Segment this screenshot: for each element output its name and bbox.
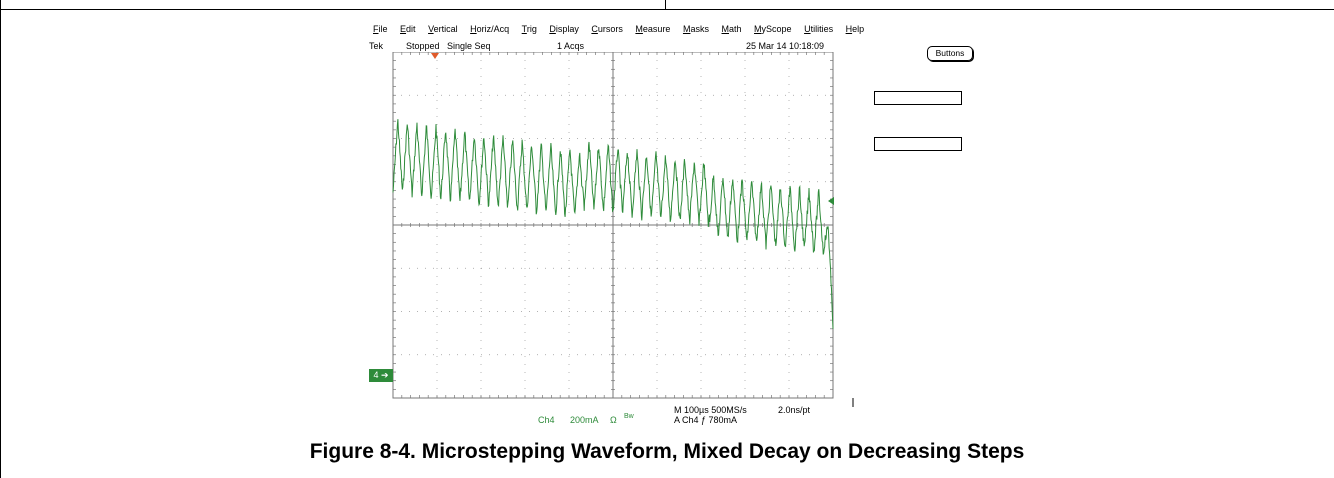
channel-4-marker-label: 4	[373, 370, 379, 380]
channel-label: Ch4	[538, 415, 555, 425]
channel-coupling: Ω	[610, 415, 617, 425]
channel-4-marker: 4 ➔	[369, 369, 393, 382]
menu-display[interactable]: Display	[549, 24, 579, 34]
page-left-border	[0, 0, 1, 478]
bandwidth-limit: Bw	[624, 413, 634, 420]
menu-utilities[interactable]: Utilities	[804, 24, 834, 34]
buttons-button[interactable]: Buttons	[927, 46, 973, 61]
figure-caption: Figure 8-4. Microstepping Waveform, Mixe…	[309, 440, 1025, 463]
waveform-trace	[392, 119, 834, 329]
menu-file[interactable]: File	[373, 24, 388, 34]
waveform-display	[392, 52, 854, 407]
menu-myscope[interactable]: MyScope	[754, 24, 792, 34]
readout-box-1	[874, 91, 962, 105]
trigger-down-triangle-icon	[431, 53, 439, 59]
menu-trig[interactable]: Trig	[521, 24, 537, 34]
menu-help[interactable]: Help	[845, 24, 865, 34]
scope-menu-bar: File Edit Vertical Horiz/Acq Trig Displa…	[373, 24, 874, 38]
menu-math[interactable]: Math	[721, 24, 742, 34]
menu-vertical[interactable]: Vertical	[428, 24, 458, 34]
page-top-divider	[665, 0, 666, 10]
acq-count: 1 Acqs	[557, 41, 585, 51]
brand-label: Tek	[369, 41, 384, 51]
trigger-left-arrow-icon	[828, 197, 834, 205]
datetime: 25 Mar 14 10:18:09	[746, 41, 825, 51]
channel-scale: 200mA	[570, 415, 599, 425]
readout-box-2	[874, 137, 962, 151]
trigger-readout: A Ch4 ƒ 780mA	[674, 415, 738, 425]
acq-mode: Single Seq	[447, 41, 491, 51]
menu-cursors[interactable]: Cursors	[591, 24, 623, 34]
acq-state: Stopped	[406, 41, 440, 51]
menu-measure[interactable]: Measure	[635, 24, 671, 34]
timebase-readout: M 100µs 500MS/s	[674, 405, 747, 415]
menu-edit[interactable]: Edit	[400, 24, 416, 34]
menu-masks[interactable]: Masks	[682, 24, 709, 34]
page-top-border	[0, 0, 1334, 10]
points-readout: 2.0ns/pt	[778, 405, 811, 415]
menu-horiz-acq[interactable]: Horiz/Acq	[470, 24, 510, 34]
